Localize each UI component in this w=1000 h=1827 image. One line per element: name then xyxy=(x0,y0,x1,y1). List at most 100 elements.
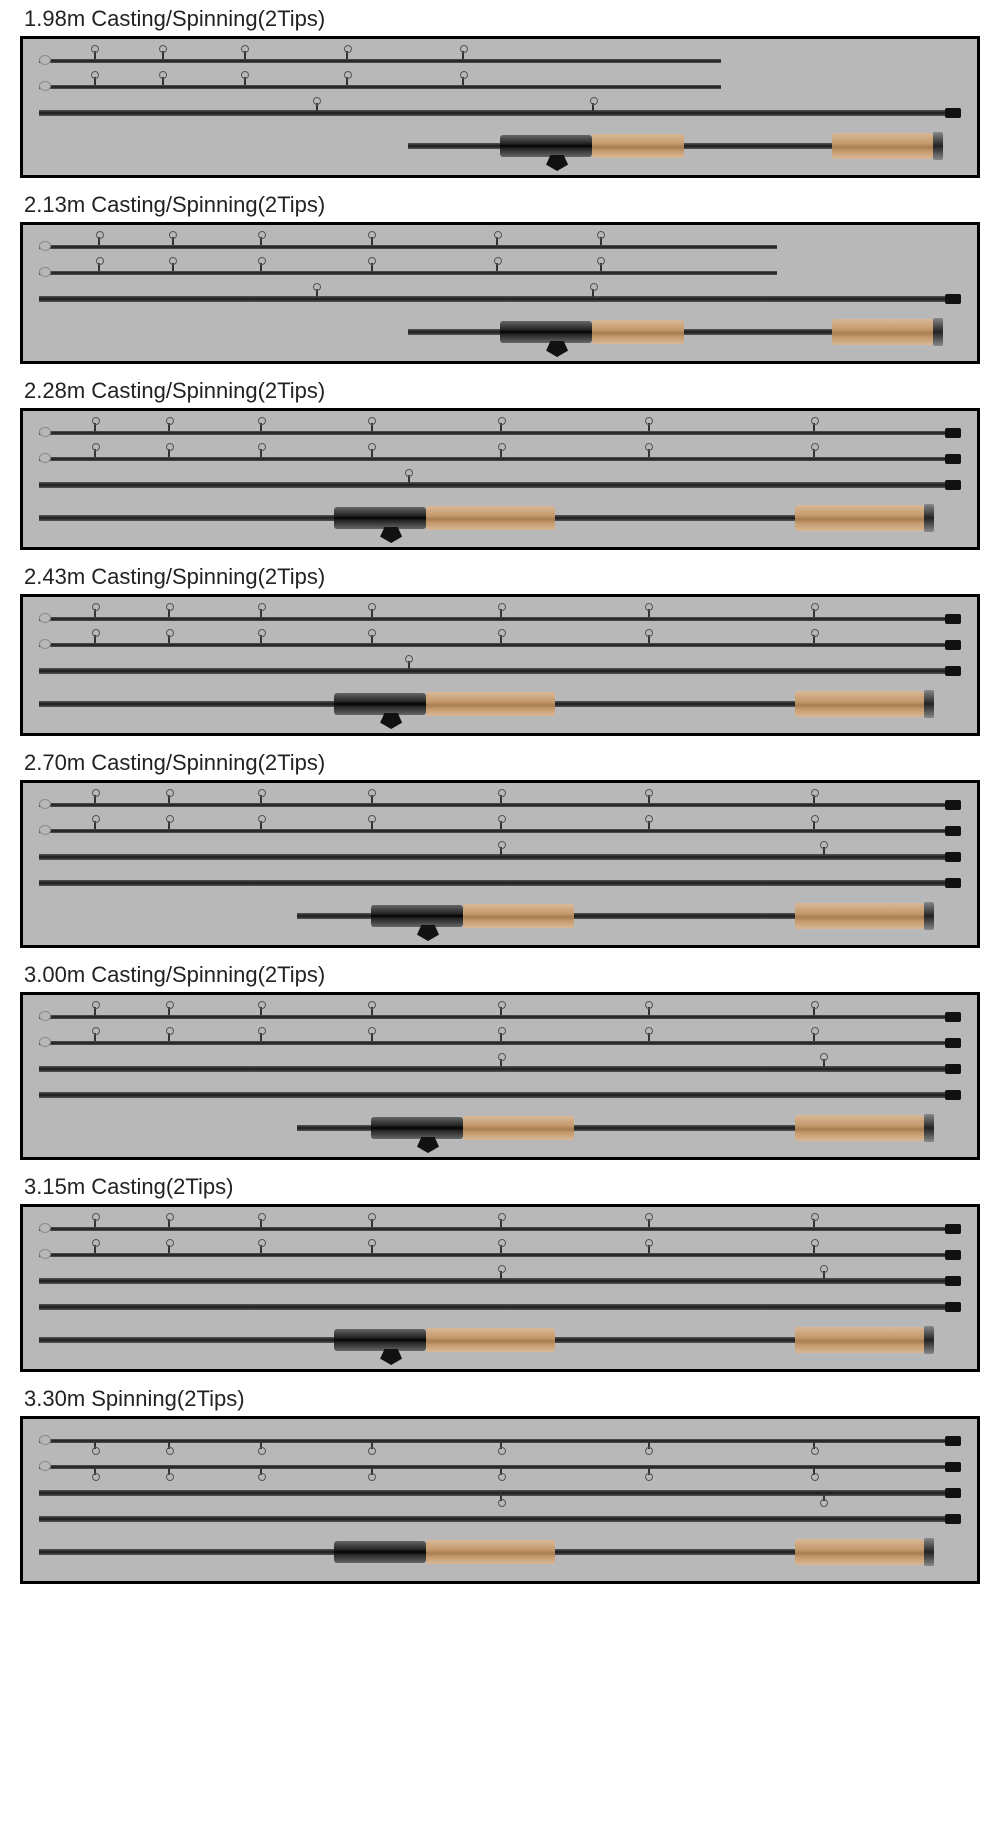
line-guide-icon xyxy=(600,263,602,271)
section-title: 1.98m Casting/Spinning(2Tips) xyxy=(20,0,980,36)
line-guide-icon xyxy=(823,847,825,855)
line-guide-icon xyxy=(371,1219,373,1227)
handle-assembly xyxy=(408,131,961,161)
line-guide-icon xyxy=(94,77,96,85)
handle-blank xyxy=(39,1549,334,1555)
line-guide-icon xyxy=(371,1467,373,1475)
line-guide-icon xyxy=(244,77,246,85)
line-guide-icon xyxy=(94,609,96,617)
line-guide-icon xyxy=(500,1033,502,1041)
line-guide-icon xyxy=(162,77,164,85)
handle-assembly xyxy=(297,1113,961,1143)
rod-piece xyxy=(39,237,961,257)
rod-piece xyxy=(39,795,961,815)
line-guide-icon xyxy=(500,1467,502,1475)
reel-seat xyxy=(371,1117,463,1139)
section-title: 2.70m Casting/Spinning(2Tips) xyxy=(20,744,980,780)
line-guide-icon xyxy=(260,1467,262,1475)
reel-seat xyxy=(371,905,463,927)
rod-piece xyxy=(39,1245,961,1265)
line-guide-icon xyxy=(168,1245,170,1253)
cork-foregrip xyxy=(426,692,555,716)
rod-handle xyxy=(39,315,961,349)
casting-trigger-icon xyxy=(380,1349,402,1365)
rod-piece xyxy=(39,1457,961,1477)
line-guide-icon xyxy=(500,847,502,855)
handle-blank xyxy=(39,701,334,707)
line-guide-icon xyxy=(94,821,96,829)
line-guide-icon xyxy=(592,289,594,297)
line-guide-icon xyxy=(648,423,650,431)
rod-blank xyxy=(39,1253,961,1257)
ferrule xyxy=(945,108,961,118)
ferrule xyxy=(945,428,961,438)
rod-blank xyxy=(39,1227,961,1231)
rod-handle xyxy=(39,1111,961,1145)
line-guide-icon xyxy=(260,1441,262,1449)
casting-trigger-icon xyxy=(380,713,402,729)
rod-piece xyxy=(39,873,961,893)
rod-piece xyxy=(39,51,961,71)
reel-seat xyxy=(334,1329,426,1351)
rod-panel xyxy=(20,1416,980,1584)
line-guide-icon xyxy=(98,263,100,271)
tip-guide-icon xyxy=(39,81,51,91)
line-guide-icon xyxy=(260,821,262,829)
rod-piece xyxy=(39,289,961,309)
end-cap xyxy=(924,902,934,930)
ferrule xyxy=(945,1462,961,1472)
tip-guide-icon xyxy=(39,825,51,835)
handle-blank xyxy=(574,913,795,919)
line-guide-icon xyxy=(500,821,502,829)
ferrule xyxy=(945,1488,961,1498)
handle-blank xyxy=(555,1549,795,1555)
handle-assembly xyxy=(39,689,961,719)
rod-section: 3.15m Casting(2Tips) xyxy=(20,1168,980,1372)
line-guide-icon xyxy=(462,77,464,85)
tip-guide-icon xyxy=(39,55,51,65)
rod-section: 1.98m Casting/Spinning(2Tips) xyxy=(20,0,980,178)
handle-blank xyxy=(297,913,371,919)
handle-blank xyxy=(555,701,795,707)
line-guide-icon xyxy=(371,635,373,643)
line-guide-icon xyxy=(813,609,815,617)
ferrule xyxy=(945,878,961,888)
ferrule xyxy=(945,1038,961,1048)
line-guide-icon xyxy=(592,103,594,111)
line-guide-icon xyxy=(500,1271,502,1279)
tip-guide-icon xyxy=(39,267,51,277)
ferrule xyxy=(945,826,961,836)
ferrule xyxy=(945,1090,961,1100)
line-guide-icon xyxy=(260,1219,262,1227)
line-guide-icon xyxy=(168,821,170,829)
cork-foregrip xyxy=(426,1540,555,1564)
line-guide-icon xyxy=(260,1007,262,1015)
line-guide-icon xyxy=(813,1245,815,1253)
line-guide-icon xyxy=(371,609,373,617)
line-guide-icon xyxy=(813,1033,815,1041)
line-guide-icon xyxy=(500,423,502,431)
tip-guide-icon xyxy=(39,1011,51,1021)
end-cap xyxy=(924,690,934,718)
rod-piece xyxy=(39,475,961,495)
rod-piece xyxy=(39,847,961,867)
rod-section: 2.28m Casting/Spinning(2Tips) xyxy=(20,372,980,550)
ferrule xyxy=(945,1302,961,1312)
line-guide-icon xyxy=(371,263,373,271)
line-guide-icon xyxy=(823,1493,825,1501)
rod-blank xyxy=(39,245,777,249)
rod-handle xyxy=(39,1323,961,1357)
reel-seat xyxy=(334,1541,426,1563)
line-guide-icon xyxy=(316,289,318,297)
line-guide-icon xyxy=(813,795,815,803)
line-guide-icon xyxy=(260,795,262,803)
line-guide-icon xyxy=(371,449,373,457)
line-guide-icon xyxy=(260,237,262,245)
cork-buttgrip xyxy=(795,1327,924,1353)
rod-blank xyxy=(39,668,961,674)
line-guide-icon xyxy=(94,51,96,59)
rod-piece xyxy=(39,77,961,97)
line-guide-icon xyxy=(648,635,650,643)
line-guide-icon xyxy=(823,1271,825,1279)
ferrule xyxy=(945,1064,961,1074)
